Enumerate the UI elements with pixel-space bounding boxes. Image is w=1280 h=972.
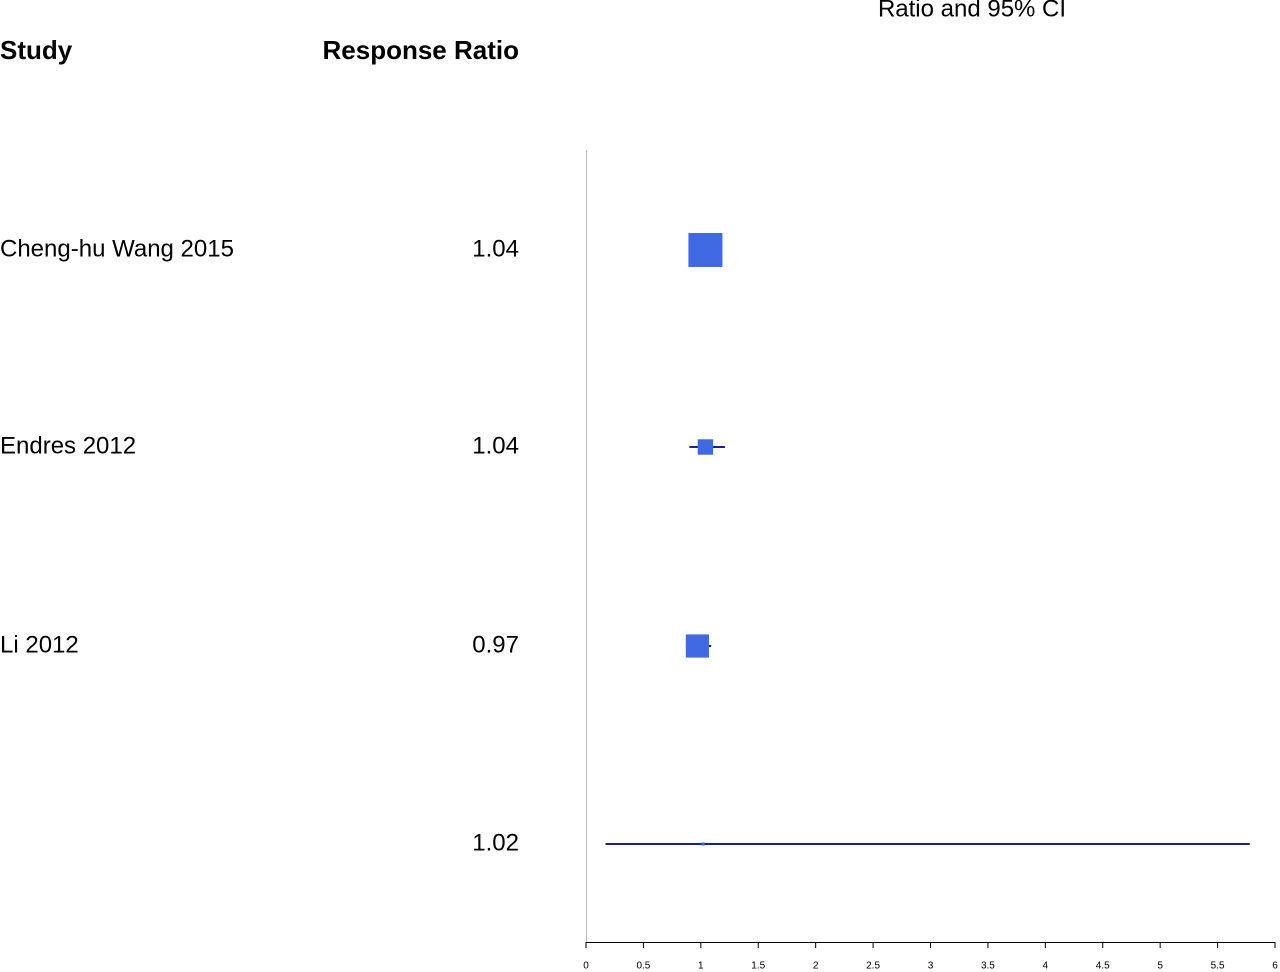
x-tick-label: 5 [1157, 961, 1163, 972]
value-label: 1.02 [472, 829, 519, 856]
column-header: Response Ratio [323, 35, 520, 65]
x-tick-label: 0 [583, 961, 589, 972]
x-tick-label: 5.5 [1211, 961, 1225, 972]
effect-box [697, 439, 714, 455]
x-tick-label: 1.5 [751, 961, 765, 972]
effect-box [701, 842, 705, 846]
x-tick-label: 2.5 [866, 961, 880, 972]
x-tick-label: 4.5 [1096, 961, 1110, 972]
effect-box [685, 634, 709, 658]
value-label: 0.97 [472, 631, 519, 658]
value-label: 1.04 [472, 432, 519, 459]
study-label: Cheng-hu Wang 2015 [0, 235, 234, 262]
chart-title: Ratio and 95% CI [878, 0, 1066, 22]
x-tick-label: 4 [1043, 961, 1049, 972]
study-label: Endres 2012 [0, 432, 136, 459]
x-tick-label: 2 [813, 961, 819, 972]
x-tick-label: 6 [1272, 961, 1278, 972]
column-header: Study [0, 35, 73, 65]
effect-box [688, 233, 723, 267]
x-tick-label: 3 [928, 961, 934, 972]
x-tick-label: 3.5 [981, 961, 995, 972]
x-tick-label: 1 [698, 961, 704, 972]
value-label: 1.04 [472, 235, 519, 262]
x-tick-label: 0.5 [636, 961, 650, 972]
study-label: Li 2012 [0, 631, 79, 658]
